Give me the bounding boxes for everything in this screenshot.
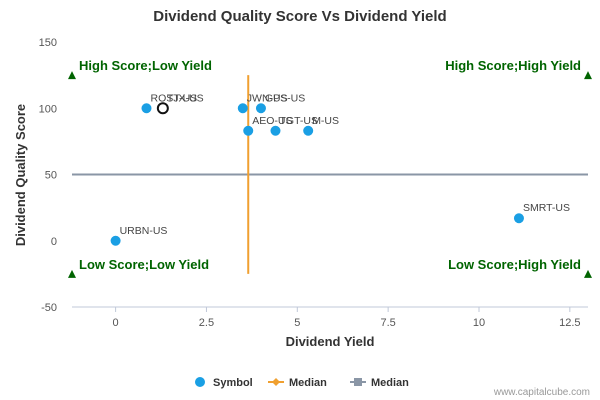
x-tick-label: 2.5: [199, 317, 214, 329]
y-tick-label: 150: [39, 37, 57, 49]
data-point-label: AEO-US: [252, 115, 292, 127]
axes: 0 2.5 5 7.5 10 12.5 -50 0 50 100 150: [39, 37, 588, 329]
median-lines: [72, 75, 588, 274]
y-tick-label: 100: [39, 103, 57, 115]
y-tick-label: 0: [51, 236, 57, 248]
data-point: [141, 103, 152, 114]
x-tick-label: 12.5: [559, 317, 580, 329]
legend-symbol-marker: [195, 377, 205, 387]
quadrant-marker-bottom-left: [68, 269, 76, 278]
data-point-label: GPS-US: [265, 92, 305, 104]
quadrant-marker-top-left: [68, 71, 76, 80]
quadrant-label-bottom-right: Low Score;High Yield: [448, 257, 581, 272]
data-point-label: SMRT-US: [523, 202, 570, 214]
x-tick-label: 10: [473, 317, 485, 329]
data-point: [513, 213, 524, 224]
legend-label: Median: [289, 377, 327, 389]
legend-label: Symbol: [213, 377, 253, 389]
quadrant-label-top-left: High Score;Low Yield: [79, 58, 212, 73]
legend: Symbol Median Median: [195, 377, 409, 389]
data-point: [303, 125, 314, 136]
data-point-label: URBN-US: [120, 225, 168, 237]
legend-square-marker: [354, 378, 362, 386]
data-point: [255, 103, 266, 114]
quadrant-labels: High Score;Low Yield High Score;High Yiel…: [68, 58, 592, 278]
quadrant-label-bottom-left: Low Score;Low Yield: [79, 257, 209, 272]
x-tick-label: 7.5: [380, 317, 395, 329]
data-point-label: TGT-US: [279, 115, 318, 127]
data-point-label: JWN-US: [247, 92, 288, 104]
data-point: [237, 103, 248, 114]
data-point: [110, 235, 121, 246]
chart-title: Dividend Quality Score Vs Dividend Yield: [153, 8, 446, 25]
data-point-highlight: [156, 102, 169, 115]
x-axis-title: Dividend Yield: [286, 334, 375, 349]
data-point-label: TJX-US: [167, 92, 204, 104]
y-tick-label: -50: [41, 302, 57, 314]
y-axis-title: Dividend Quality Score: [13, 104, 28, 246]
data-point: [270, 125, 281, 136]
data-point: [243, 125, 254, 136]
legend-label: Median: [371, 377, 409, 389]
data-point-label: M-US: [312, 115, 339, 127]
y-tick-label: 50: [45, 170, 57, 182]
legend-diamond-marker: [272, 378, 280, 386]
quadrant-label-top-right: High Score;High Yield: [445, 58, 581, 73]
x-tick-label: 0: [113, 317, 119, 329]
credit-text: www.capitalcube.com: [493, 387, 590, 398]
quadrant-marker-top-right: [584, 71, 592, 80]
x-tick-label: 5: [294, 317, 300, 329]
data-point-label: ROST-US: [150, 92, 197, 104]
quadrant-marker-bottom-right: [584, 269, 592, 278]
